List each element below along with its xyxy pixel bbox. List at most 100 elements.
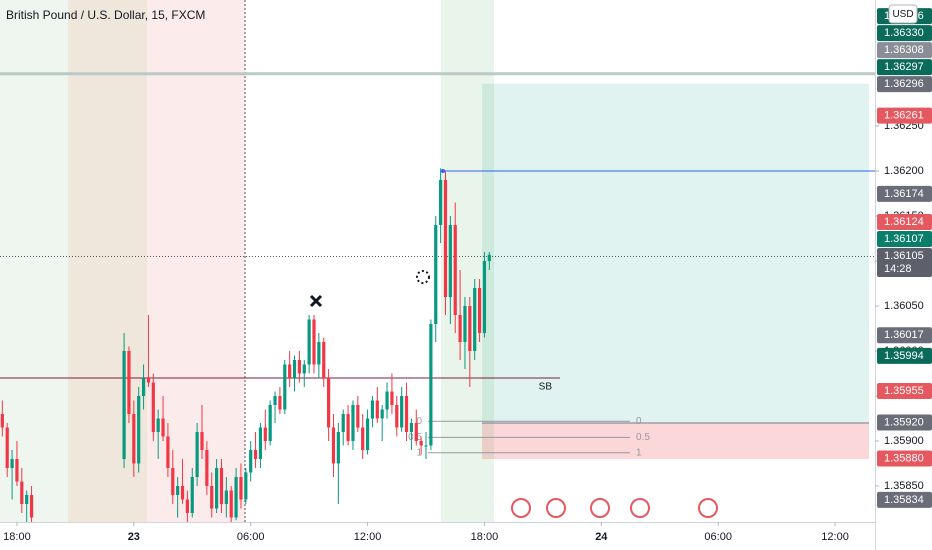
y-tick-label: 1.36200 bbox=[884, 165, 924, 177]
candle-body bbox=[15, 459, 19, 482]
x-tick-label: 23 bbox=[128, 531, 140, 543]
candle-body bbox=[361, 427, 365, 450]
price-tag bbox=[877, 248, 932, 277]
y-tick-label: 1.35850 bbox=[884, 480, 924, 492]
candle-body bbox=[219, 468, 224, 504]
candle-body bbox=[5, 427, 9, 468]
candle-body bbox=[331, 427, 336, 464]
x-tick-label: 12:00 bbox=[354, 531, 382, 543]
event-flag[interactable] bbox=[630, 498, 650, 518]
candle-body bbox=[146, 378, 151, 383]
candle-body bbox=[370, 400, 375, 419]
candle-body bbox=[258, 427, 263, 459]
price-tag-label: 1.35994 bbox=[884, 350, 924, 362]
candle-body bbox=[468, 306, 472, 351]
candle-body bbox=[190, 477, 194, 513]
candle-body bbox=[151, 382, 155, 432]
session-zone bbox=[0, 0, 68, 522]
candle-body bbox=[10, 459, 14, 468]
price-tag-label: 1.36174 bbox=[884, 188, 924, 200]
price-tag bbox=[877, 42, 932, 59]
candle-body bbox=[434, 225, 438, 324]
candle-body bbox=[400, 396, 404, 428]
candle-body bbox=[29, 495, 34, 518]
event-flag[interactable] bbox=[590, 498, 610, 518]
annotations bbox=[309, 270, 718, 518]
candle-body bbox=[137, 396, 141, 464]
candle-body bbox=[278, 396, 282, 410]
candle-body bbox=[176, 486, 180, 495]
candle-body bbox=[429, 324, 433, 446]
time-axis-panel bbox=[0, 522, 875, 550]
price-tag-label: 1.36308 bbox=[884, 44, 924, 56]
candle-body bbox=[336, 432, 340, 464]
candle-body bbox=[263, 427, 267, 441]
x-tick-label: 18:00 bbox=[471, 531, 499, 543]
price-tag bbox=[877, 76, 932, 93]
event-flag[interactable] bbox=[698, 498, 718, 518]
candle-body bbox=[477, 288, 482, 333]
candle-body bbox=[463, 306, 467, 342]
candle-body bbox=[195, 432, 199, 477]
price-tag-label: 1.35834 bbox=[884, 494, 924, 506]
fib-label: 0 bbox=[636, 416, 642, 427]
candle-body bbox=[356, 405, 360, 428]
candle-body bbox=[268, 405, 272, 441]
price-tag-label: 1.36296 bbox=[884, 78, 924, 90]
currency-label[interactable]: USD bbox=[892, 9, 913, 20]
candle-body bbox=[234, 477, 238, 518]
candle-body bbox=[20, 481, 24, 504]
candle-body bbox=[482, 261, 487, 333]
x-tick-label: 12:00 bbox=[821, 531, 849, 543]
candle-body bbox=[127, 351, 131, 414]
candle-body bbox=[312, 319, 316, 365]
candle-body bbox=[249, 450, 253, 473]
candle-body bbox=[419, 441, 423, 446]
candle-body bbox=[166, 436, 170, 468]
candle-body bbox=[302, 364, 306, 374]
candle-body bbox=[180, 486, 185, 500]
price-tag bbox=[877, 231, 932, 247]
x-tick-label: 18:00 bbox=[3, 531, 31, 543]
candle-body bbox=[473, 288, 477, 351]
candle-body bbox=[288, 364, 292, 378]
position-loss bbox=[482, 423, 869, 459]
candle-body bbox=[141, 378, 146, 396]
event-flag[interactable] bbox=[546, 498, 566, 518]
candle-body bbox=[244, 472, 248, 500]
candle-body bbox=[390, 391, 394, 405]
chart-title: British Pound / U.S. Dollar, 15, FXCM bbox=[6, 8, 205, 22]
price-tag-label: 1.36105 bbox=[884, 250, 924, 262]
candle-body bbox=[253, 450, 258, 459]
candle-body bbox=[307, 319, 311, 365]
event-flag[interactable] bbox=[511, 498, 531, 518]
x-tick-label: 06:00 bbox=[704, 531, 732, 543]
candle-body bbox=[273, 396, 277, 405]
event-icons[interactable] bbox=[511, 498, 718, 518]
candle-body bbox=[317, 342, 321, 365]
price-tag-label: 1.35955 bbox=[884, 385, 924, 397]
fib-label: 1 bbox=[636, 447, 642, 458]
price-tag-label: 1.36261 bbox=[884, 110, 924, 122]
currency-button[interactable] bbox=[888, 4, 918, 24]
fib-label: 1 bbox=[416, 447, 422, 458]
price-tag-label: 1.36297 bbox=[884, 61, 924, 73]
candle-body bbox=[351, 405, 355, 441]
candle-body bbox=[458, 315, 462, 342]
candle-body bbox=[453, 225, 457, 315]
price-tag-label: 1.36124 bbox=[884, 216, 924, 228]
candle-body bbox=[346, 414, 350, 441]
candle-body bbox=[395, 405, 399, 428]
loading-spinner bbox=[416, 270, 430, 284]
candle-body bbox=[283, 364, 287, 410]
price-tag bbox=[877, 347, 932, 364]
price-tag bbox=[877, 59, 932, 76]
candle-body bbox=[171, 468, 175, 495]
candle-body bbox=[385, 391, 389, 410]
level-label: SB bbox=[539, 382, 553, 393]
price-tag-label: 1.36107 bbox=[884, 233, 924, 245]
candle-body bbox=[341, 414, 345, 432]
price-tag bbox=[877, 383, 932, 399]
price-tag-label: 1.36330 bbox=[884, 27, 924, 39]
